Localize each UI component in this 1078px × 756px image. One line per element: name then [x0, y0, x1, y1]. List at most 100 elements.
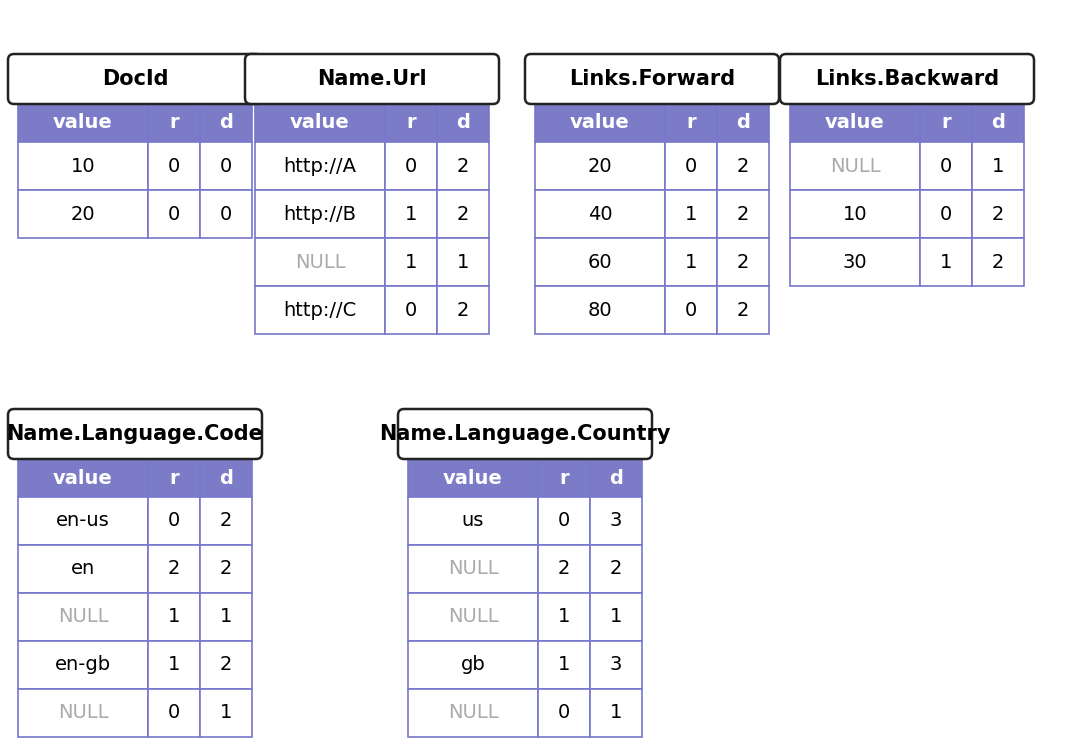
- Text: NULL: NULL: [830, 156, 881, 175]
- Bar: [201, 104, 252, 142]
- Text: 60: 60: [588, 253, 612, 271]
- Bar: [590, 545, 642, 593]
- Text: d: d: [736, 113, 750, 132]
- Text: value: value: [53, 469, 113, 488]
- Bar: [18, 142, 148, 190]
- Text: 20: 20: [71, 205, 95, 224]
- Text: 0: 0: [220, 205, 232, 224]
- Text: 30: 30: [843, 253, 868, 271]
- Text: en: en: [71, 559, 95, 578]
- Text: 2: 2: [220, 512, 232, 531]
- Bar: [920, 104, 972, 142]
- Text: r: r: [941, 113, 951, 132]
- Bar: [590, 641, 642, 689]
- Text: r: r: [687, 113, 695, 132]
- Text: 10: 10: [843, 205, 868, 224]
- Bar: [385, 190, 437, 238]
- Text: 2: 2: [457, 205, 469, 224]
- Text: 2: 2: [557, 559, 570, 578]
- Text: 0: 0: [685, 300, 697, 320]
- Text: value: value: [570, 113, 630, 132]
- Text: Name.Language.Country: Name.Language.Country: [379, 424, 671, 444]
- Text: 1: 1: [220, 704, 232, 723]
- Text: 0: 0: [405, 156, 417, 175]
- Bar: [717, 104, 769, 142]
- Bar: [535, 190, 665, 238]
- Text: 1: 1: [168, 608, 180, 627]
- Text: d: d: [219, 113, 233, 132]
- Bar: [665, 142, 717, 190]
- Bar: [665, 286, 717, 334]
- Text: 40: 40: [588, 205, 612, 224]
- Text: 0: 0: [685, 156, 697, 175]
- Text: http://C: http://C: [284, 300, 357, 320]
- Text: value: value: [290, 113, 350, 132]
- Bar: [148, 190, 201, 238]
- Text: 2: 2: [168, 559, 180, 578]
- Text: gb: gb: [460, 655, 485, 674]
- FancyBboxPatch shape: [398, 409, 652, 459]
- Text: r: r: [169, 469, 179, 488]
- Bar: [590, 689, 642, 737]
- Text: en-us: en-us: [56, 512, 110, 531]
- Bar: [972, 104, 1024, 142]
- Text: NULL: NULL: [447, 704, 498, 723]
- Bar: [201, 545, 252, 593]
- Bar: [538, 689, 590, 737]
- Bar: [407, 497, 538, 545]
- Text: 10: 10: [71, 156, 95, 175]
- Bar: [538, 593, 590, 641]
- Text: 2: 2: [220, 559, 232, 578]
- Bar: [201, 593, 252, 641]
- Bar: [665, 104, 717, 142]
- Text: http://A: http://A: [284, 156, 357, 175]
- Bar: [972, 238, 1024, 286]
- Bar: [590, 593, 642, 641]
- Text: 0: 0: [558, 704, 570, 723]
- Bar: [538, 497, 590, 545]
- Text: NULL: NULL: [294, 253, 345, 271]
- Bar: [920, 238, 972, 286]
- Text: value: value: [443, 469, 502, 488]
- FancyBboxPatch shape: [245, 54, 499, 104]
- Bar: [148, 104, 201, 142]
- Bar: [920, 190, 972, 238]
- Text: d: d: [456, 113, 470, 132]
- Bar: [255, 104, 385, 142]
- Text: d: d: [609, 469, 623, 488]
- Text: Name.Language.Code: Name.Language.Code: [6, 424, 263, 444]
- Bar: [385, 286, 437, 334]
- Bar: [717, 238, 769, 286]
- Text: http://B: http://B: [284, 205, 357, 224]
- Bar: [535, 142, 665, 190]
- Bar: [385, 104, 437, 142]
- Bar: [790, 238, 920, 286]
- Bar: [790, 104, 920, 142]
- Text: 1: 1: [992, 156, 1005, 175]
- Text: 0: 0: [405, 300, 417, 320]
- Bar: [407, 545, 538, 593]
- Bar: [920, 142, 972, 190]
- FancyBboxPatch shape: [8, 54, 262, 104]
- Text: 1: 1: [610, 704, 622, 723]
- Bar: [437, 286, 489, 334]
- Bar: [18, 593, 148, 641]
- Bar: [972, 190, 1024, 238]
- Bar: [717, 286, 769, 334]
- Text: 2: 2: [992, 205, 1005, 224]
- Bar: [590, 459, 642, 497]
- Text: 0: 0: [220, 156, 232, 175]
- Text: 2: 2: [736, 205, 749, 224]
- Text: DocId: DocId: [101, 69, 168, 89]
- Bar: [18, 104, 148, 142]
- Bar: [407, 689, 538, 737]
- Text: 2: 2: [736, 253, 749, 271]
- Text: 1: 1: [685, 205, 697, 224]
- Bar: [18, 497, 148, 545]
- Text: 2: 2: [736, 156, 749, 175]
- Text: d: d: [219, 469, 233, 488]
- Bar: [385, 142, 437, 190]
- Text: 2: 2: [457, 300, 469, 320]
- Text: 1: 1: [168, 655, 180, 674]
- FancyBboxPatch shape: [780, 54, 1034, 104]
